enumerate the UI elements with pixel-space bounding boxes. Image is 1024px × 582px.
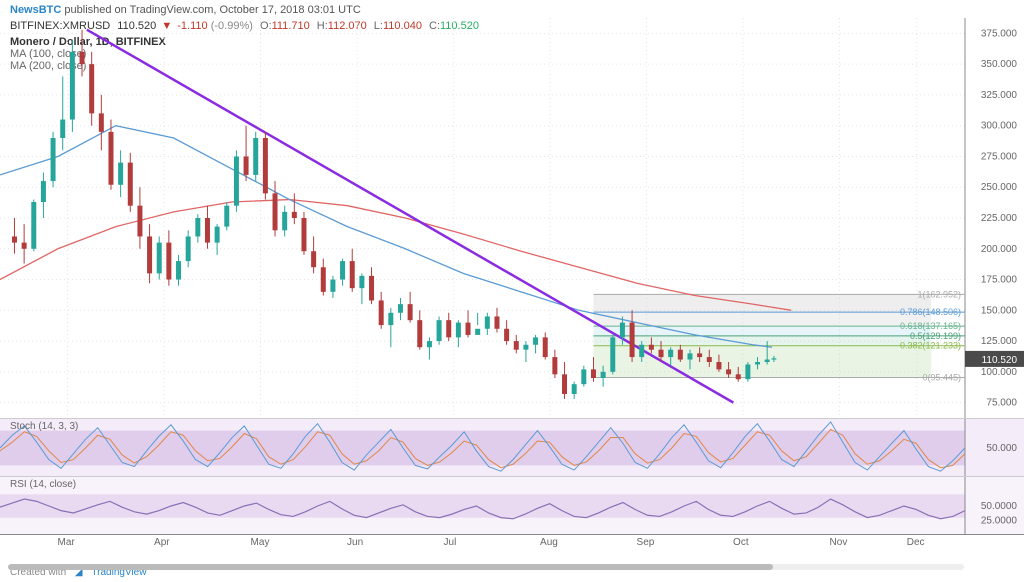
month-label: Aug: [540, 537, 558, 548]
stoch-panel[interactable]: Stoch (14, 3, 3) 50.000: [0, 418, 1024, 476]
svg-text:300.000: 300.000: [981, 121, 1018, 132]
month-label: May: [251, 537, 270, 548]
svg-text:225.000: 225.000: [981, 213, 1018, 224]
timestamp: October 17, 2018 03:01 UTC: [220, 4, 361, 16]
svg-text:125.000: 125.000: [981, 336, 1018, 347]
svg-text:75.000: 75.000: [986, 398, 1017, 409]
month-label: Jun: [347, 537, 363, 548]
scroll-track[interactable]: [8, 564, 964, 570]
rsi-label: RSI (14, close): [10, 479, 76, 490]
month-label: Apr: [154, 537, 170, 548]
month-label: Dec: [907, 537, 925, 548]
rsi-svg: 25.0000 50.0000: [0, 477, 1024, 535]
svg-text:25.0000: 25.0000: [981, 516, 1018, 527]
svg-text:175.000: 175.000: [981, 275, 1018, 286]
header-line: NewsBTC published on TradingView.com, Oc…: [10, 4, 361, 16]
svg-text:200.000: 200.000: [981, 244, 1018, 255]
svg-text:0.5(129.199): 0.5(129.199): [910, 331, 961, 341]
svg-text:50.0000: 50.0000: [981, 501, 1018, 512]
svg-text:350.000: 350.000: [981, 59, 1018, 70]
svg-text:325.000: 325.000: [981, 90, 1018, 101]
svg-text:100.000: 100.000: [981, 367, 1018, 378]
month-label: Sep: [637, 537, 655, 548]
svg-text:0.618(137.165): 0.618(137.165): [900, 321, 961, 331]
svg-text:0.382(121.233): 0.382(121.233): [900, 341, 961, 351]
stoch-svg: 50.000: [0, 419, 1024, 477]
time-axis: Mar Apr May Jun Jul Aug Sep Oct Nov Dec: [0, 534, 1024, 554]
brand-name: NewsBTC: [10, 4, 61, 16]
svg-text:50.000: 50.000: [986, 443, 1017, 454]
rsi-panel[interactable]: RSI (14, close) 25.0000 50.0000: [0, 476, 1024, 534]
svg-text:0.786(148.506): 0.786(148.506): [900, 307, 961, 317]
svg-text:1(162.952): 1(162.952): [917, 289, 961, 299]
svg-text:150.000: 150.000: [981, 305, 1018, 316]
svg-text:375.000: 375.000: [981, 28, 1018, 39]
svg-text:250.000: 250.000: [981, 182, 1018, 193]
month-label: Mar: [58, 537, 75, 548]
stoch-label: Stoch (14, 3, 3): [10, 421, 78, 432]
month-label: Oct: [733, 537, 749, 548]
svg-text:0(95.445): 0(95.445): [922, 372, 961, 382]
tradingview-chart: NewsBTC published on TradingView.com, Oc…: [0, 0, 1024, 582]
month-label: Nov: [830, 537, 848, 548]
published-on: published on TradingView.com,: [64, 4, 216, 16]
month-label: Jul: [444, 537, 457, 548]
svg-text:275.000: 275.000: [981, 151, 1018, 162]
svg-text:110.520: 110.520: [982, 355, 1018, 366]
price-svg: 75.000 100.000 125.000 150.000 175.000 200.00…: [0, 18, 1024, 418]
scroll-thumb[interactable]: [8, 564, 773, 570]
price-panel[interactable]: 75.000 100.000 125.000 150.000 175.000 200.00…: [0, 18, 1024, 418]
